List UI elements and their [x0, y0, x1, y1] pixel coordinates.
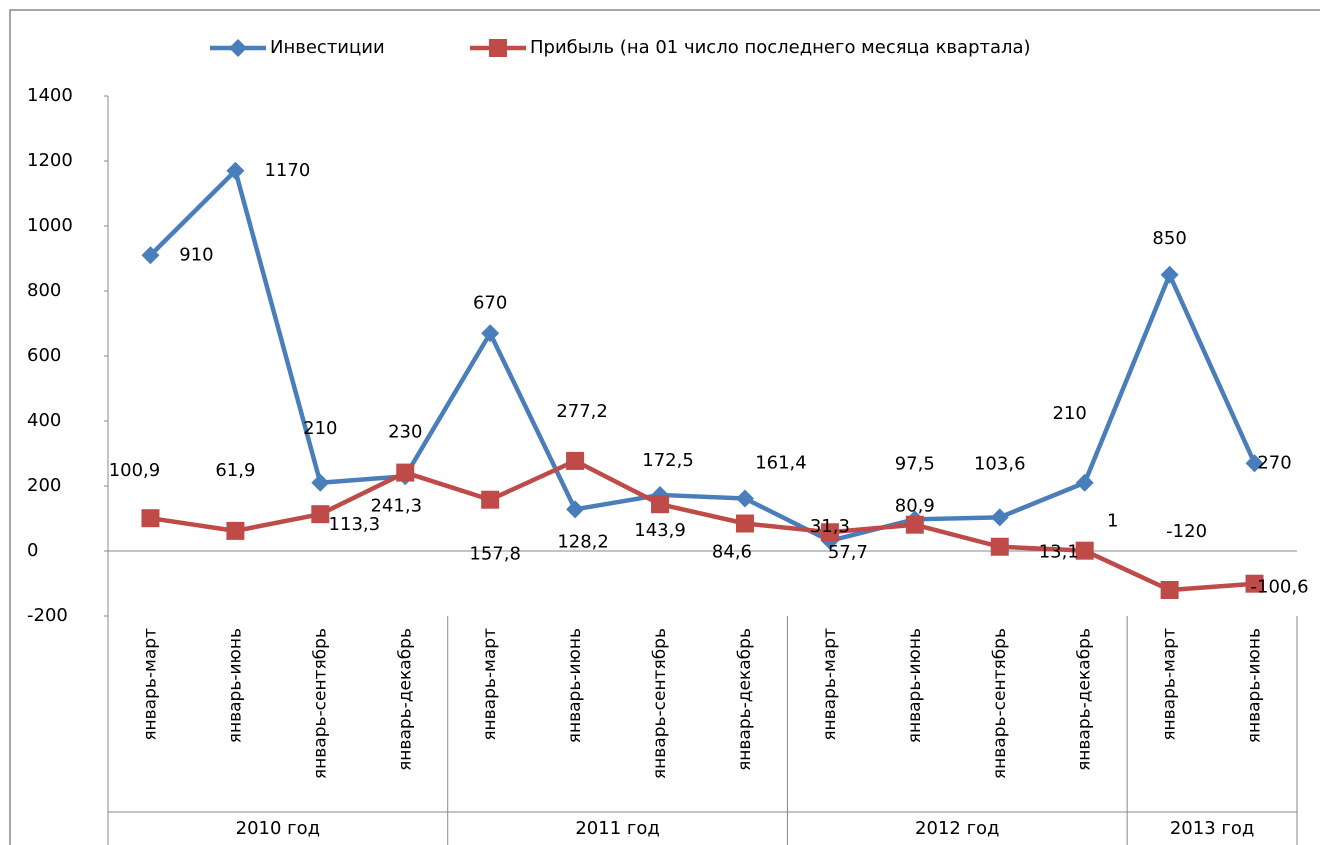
data-label: 61,9 [215, 460, 255, 481]
data-label: 128,2 [557, 531, 609, 552]
data-label: 103,6 [974, 453, 1026, 474]
point-marker [1075, 541, 1094, 560]
point-marker [1160, 581, 1179, 599]
point-marker [1245, 454, 1264, 473]
data-label: 113,3 [329, 514, 381, 535]
point-marker [311, 505, 330, 524]
x-tick-label: январь-июнь [225, 628, 245, 743]
x-tick-label: январь-март [140, 628, 160, 741]
y-tick-label: 1200 [27, 150, 73, 171]
data-label: 172,5 [642, 450, 694, 471]
point-marker [481, 490, 500, 509]
y-tick-label: 600 [27, 345, 61, 366]
x-tick-label: январь-июнь [905, 628, 925, 743]
point-marker [311, 473, 330, 492]
point-marker [141, 509, 160, 528]
data-label: 277,2 [556, 401, 608, 422]
point-marker [226, 521, 245, 540]
data-label: 84,6 [712, 542, 752, 563]
data-label: 1 [1107, 511, 1118, 532]
point-marker [820, 523, 839, 542]
data-label: 57,7 [828, 542, 868, 563]
data-label: 13,1 [1039, 542, 1079, 563]
x-tick-label: январь-декабрь [1075, 628, 1095, 771]
point-marker [990, 537, 1009, 556]
legend-label: Инвестиции [270, 37, 385, 58]
x-tick-label: январь-декабрь [395, 628, 415, 771]
legend-marker [229, 39, 247, 57]
series-line [150, 458, 1255, 593]
point-marker [735, 489, 754, 508]
data-label: 910 [179, 244, 213, 265]
point-marker [566, 500, 585, 519]
data-label: -100,6 [1251, 577, 1309, 598]
group-label: 2011 год [575, 818, 659, 839]
data-label: 100,9 [109, 460, 161, 481]
data-label: 210 [1052, 403, 1086, 424]
y-tick-label: 800 [27, 280, 61, 301]
x-tick-label: январь-сентябрь [650, 628, 670, 779]
point-marker [481, 324, 500, 343]
data-label: 143,9 [634, 520, 686, 541]
y-tick-label: -200 [27, 605, 68, 626]
y-tick-label: 400 [27, 410, 61, 431]
x-tick-label: январь-июнь [565, 628, 585, 743]
data-label: 270 [1257, 452, 1291, 473]
point-marker [226, 161, 245, 180]
x-tick-label: январь-декабрь [735, 628, 755, 771]
x-tick-label: январь-март [1160, 628, 1180, 741]
point-marker [1075, 473, 1094, 492]
point-marker [396, 463, 415, 482]
data-label: 670 [473, 292, 507, 313]
x-tick-label: январь-сентябрь [310, 628, 330, 779]
x-tick-label: январь-сентябрь [990, 628, 1010, 779]
point-marker [735, 514, 754, 533]
group-label: 2013 год [1170, 818, 1254, 839]
data-label: 230 [388, 421, 422, 442]
group-label: 2010 год [236, 818, 320, 839]
data-label: 241,3 [370, 496, 422, 517]
point-marker [990, 508, 1009, 527]
data-label: 210 [303, 418, 337, 439]
data-label: 157,8 [469, 544, 521, 565]
x-tick-label: январь-март [820, 628, 840, 741]
data-label: 80,9 [895, 496, 935, 517]
data-label: 1170 [264, 160, 310, 181]
point-marker [905, 515, 924, 534]
x-tick-label: январь-март [480, 628, 500, 741]
y-tick-label: 1000 [27, 215, 73, 236]
point-marker [141, 246, 160, 265]
y-tick-label: 0 [27, 540, 38, 561]
group-label: 2012 год [915, 818, 999, 839]
data-label: 97,5 [895, 453, 935, 474]
x-tick-label: январь-июнь [1245, 628, 1265, 743]
data-label: 31,3 [810, 516, 850, 537]
data-label: 161,4 [755, 453, 807, 474]
chart-border [9, 9, 1320, 845]
y-tick-label: 200 [27, 475, 61, 496]
point-marker [1160, 265, 1179, 284]
data-label: 850 [1152, 228, 1186, 249]
y-tick-label: 1400 [27, 85, 73, 106]
legend-marker [489, 39, 507, 57]
series-line [148, 168, 1257, 544]
legend-label: Прибыль (на 01 число последнего месяца к… [530, 37, 1031, 58]
data-label: -120 [1166, 521, 1207, 542]
point-marker [651, 495, 670, 514]
point-marker [566, 451, 585, 470]
point-marker [1245, 574, 1264, 593]
